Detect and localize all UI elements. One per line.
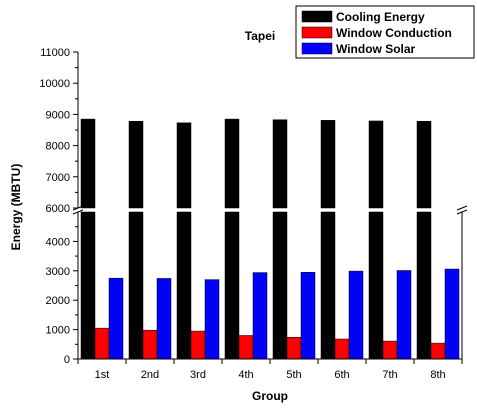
bar-cooling-energy-3rd-lower [176,211,192,360]
bar-window-conduction-3rd [190,330,206,360]
bar-window-conduction-8th [430,342,446,360]
bar-window-solar-4th [252,272,268,360]
y-axis-title: Energy (MBTU) [9,164,23,251]
x-tick-label: 4th [238,369,253,381]
bar-window-conduction-5th [286,336,302,360]
bar-cooling-energy-5th [272,119,288,209]
bar-cooling-energy-1st-lower [80,211,96,360]
bar-cooling-energy-3rd [176,122,192,209]
bar-cooling-energy-4th-lower [224,211,240,360]
x-tick-label: 3rd [190,369,206,381]
x-tick-label: 6th [334,369,349,381]
legend-swatch [301,26,333,39]
y-tick-label: 8000 [46,141,70,153]
y-tick-label: 2000 [46,295,70,307]
legend-label: Cooling Energy [336,10,425,24]
bar-cooling-energy-6th [320,120,336,209]
x-tick-label: 5th [286,369,301,381]
bar-window-solar-1st [108,277,124,360]
chart-title: Tapei [245,29,275,43]
bar-window-conduction-7th [382,340,398,360]
bars-layer [80,118,460,360]
bar-cooling-energy-2nd-lower [128,211,144,360]
x-axis-title: Group [252,389,288,403]
legend-label: Window Solar [336,42,416,56]
bar-window-solar-7th [396,270,412,360]
bar-cooling-energy-7th-lower [368,211,384,360]
x-tick-label: 1st [95,369,110,381]
bar-window-solar-6th [348,270,364,360]
axis-break-mark [456,209,468,215]
bar-cooling-energy-2nd [128,121,144,209]
bar-window-conduction-1st [94,327,110,360]
bar-cooling-energy-8th [416,121,432,209]
x-tick-label: 7th [382,369,397,381]
axis-break-mark [456,205,468,211]
bar-window-conduction-4th [238,335,254,360]
bar-window-solar-2nd [156,278,172,360]
bar-window-solar-3rd [204,279,220,360]
y-tick-label: 7000 [46,172,70,184]
y-tick-label: 3000 [46,266,70,278]
y-tick-label: 6000 [46,203,70,215]
y-tick-label: 10000 [39,78,70,90]
legend: Cooling Energy Window Conduction Window So… [295,5,475,59]
bar-cooling-energy-4th [224,118,240,209]
axis-break-mark [72,209,84,215]
y-tick-label: 11000 [40,47,70,59]
y-tick-label: 4000 [46,236,70,248]
bar-window-solar-5th [300,272,316,360]
ticks-layer: 0 1000 2000 3000 4000 6000 7000 8000 9000 10000 11… [39,47,463,381]
y-tick-label: 9000 [46,109,70,121]
legend-label: Window Conduction [336,26,452,40]
legend-swatch [301,42,333,55]
bar-cooling-energy-1st [80,118,96,209]
y-tick-label: 1000 [46,325,70,337]
y-tick-label: 0 [64,354,70,366]
bar-window-conduction-2nd [142,329,158,360]
x-tick-label: 2nd [141,369,159,381]
bar-cooling-energy-8th-lower [416,211,432,360]
bar-cooling-energy-6th-lower [320,211,336,360]
bar-window-conduction-6th [334,338,350,360]
legend-swatch [301,10,333,23]
bar-cooling-energy-5th-lower [272,211,288,360]
x-tick-label: 8th [430,369,445,381]
bar-window-solar-8th [444,268,460,360]
bar-cooling-energy-7th [368,120,384,209]
